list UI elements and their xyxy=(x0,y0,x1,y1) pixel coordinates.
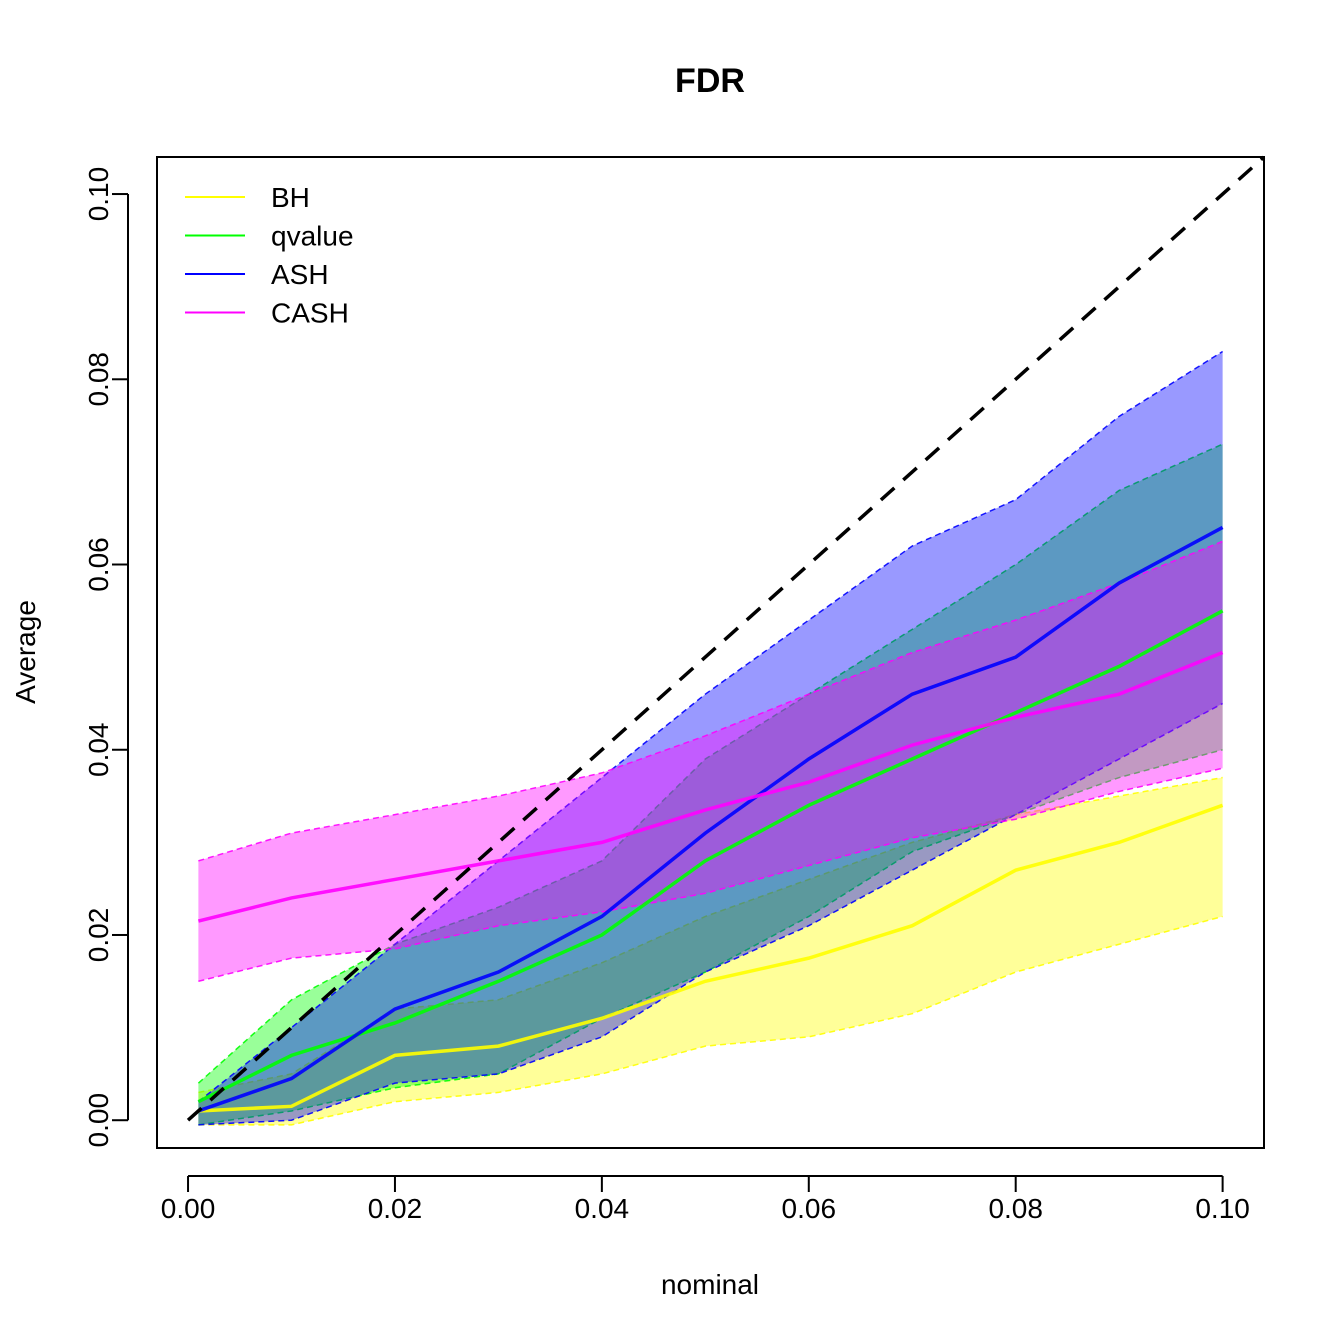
y-tick-label: 0.04 xyxy=(83,722,114,777)
x-tick-label: 0.04 xyxy=(575,1193,630,1224)
band-upper-ash xyxy=(197,350,1224,1103)
mean-line-bh xyxy=(198,803,1224,1113)
band-qvalue xyxy=(198,444,1223,1125)
confidence-bands xyxy=(197,350,1224,1126)
legend: BH qvalue ASH CASH xyxy=(185,182,354,329)
x-tick-label: 0.10 xyxy=(1195,1193,1250,1224)
y-tick-label: 0.00 xyxy=(83,1093,114,1148)
y-tick-label: 0.02 xyxy=(83,908,114,963)
x-tick-label: 0.02 xyxy=(368,1193,423,1224)
band-upper-qvalue xyxy=(197,443,1223,1084)
band-bh xyxy=(198,777,1223,1125)
x-tick-label: 0.00 xyxy=(161,1193,216,1224)
band-upper-cash xyxy=(198,540,1223,862)
x-tick-label: 0.06 xyxy=(782,1193,837,1224)
y-axis: 0.00 0.02 0.04 0.06 0.08 0.10 xyxy=(83,167,129,1148)
y-tick-label: 0.10 xyxy=(83,167,114,222)
y-axis-label: Average xyxy=(10,600,41,704)
x-axis: 0.00 0.02 0.04 0.06 0.08 0.10 xyxy=(161,1175,1250,1224)
mean-line-cash xyxy=(197,650,1224,923)
y-tick-label: 0.06 xyxy=(83,537,114,592)
series-lines xyxy=(197,525,1224,1113)
band-upper-bh xyxy=(198,776,1223,1094)
legend-label-ash: ASH xyxy=(271,259,329,290)
legend-label-bh: BH xyxy=(271,182,310,213)
x-tick-label: 0.08 xyxy=(988,1193,1043,1224)
band-cash xyxy=(198,541,1223,982)
x-axis-label: nominal xyxy=(661,1269,759,1300)
legend-label-qvalue: qvalue xyxy=(271,221,354,252)
band-lower-cash xyxy=(198,767,1223,983)
y-tick-label: 0.08 xyxy=(83,352,114,407)
band-lower-bh xyxy=(198,915,1223,1126)
reference-diagonal-line xyxy=(186,155,1266,1122)
chart-title: FDR xyxy=(675,62,745,100)
mean-line-ash xyxy=(197,525,1224,1113)
band-ash xyxy=(198,351,1223,1125)
band-lower-qvalue xyxy=(198,749,1223,1126)
legend-label-cash: CASH xyxy=(271,298,349,329)
plot-frame xyxy=(156,156,1265,1149)
